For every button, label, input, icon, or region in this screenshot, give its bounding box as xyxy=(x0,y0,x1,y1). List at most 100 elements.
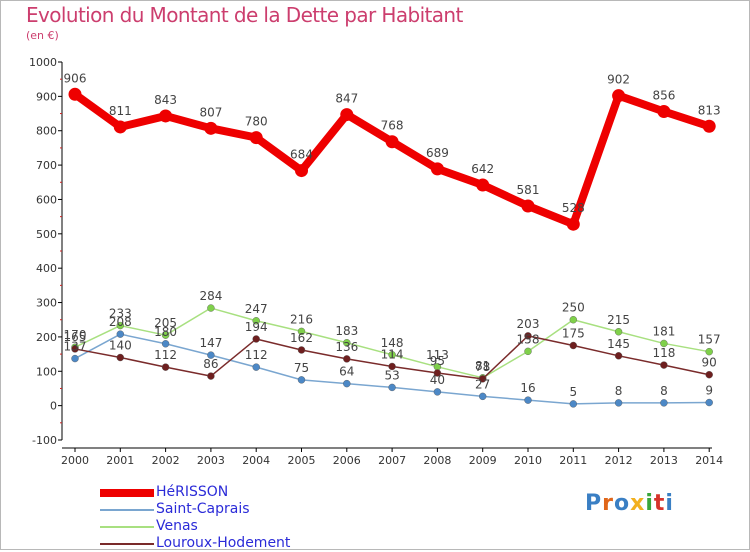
data-point xyxy=(705,371,713,379)
data-point xyxy=(433,388,442,396)
data-label: 170 xyxy=(64,328,87,342)
data-label: 250 xyxy=(562,301,585,315)
x-tick-label: 2009 xyxy=(469,454,497,467)
legend-label: HéRISSON xyxy=(156,484,229,500)
legend-swatch xyxy=(100,542,154,545)
data-label: 247 xyxy=(245,302,268,316)
data-point xyxy=(207,351,215,359)
data-label: 528 xyxy=(562,201,585,215)
y-tick-label: 300 xyxy=(36,297,57,310)
data-label: 233 xyxy=(109,307,132,321)
data-label: 157 xyxy=(698,333,721,347)
data-label: 112 xyxy=(154,348,177,362)
data-label: 906 xyxy=(64,71,87,85)
data-point xyxy=(252,363,260,371)
data-label: 78 xyxy=(475,360,490,374)
data-point xyxy=(207,304,215,312)
data-label: 780 xyxy=(245,115,268,129)
data-point xyxy=(116,321,125,330)
data-label: 8 xyxy=(615,384,623,398)
data-label: 208 xyxy=(109,315,132,329)
x-tick-label: 2001 xyxy=(106,454,134,467)
data-label: 5 xyxy=(569,385,577,399)
data-point xyxy=(705,398,713,407)
data-point xyxy=(340,108,354,122)
data-label: 86 xyxy=(203,357,218,371)
data-label: 113 xyxy=(426,348,449,362)
data-point xyxy=(657,104,671,118)
legend-swatch xyxy=(100,525,154,528)
legend-swatch xyxy=(100,508,154,511)
data-label: 689 xyxy=(426,146,449,160)
y-tick-label: 500 xyxy=(36,228,57,241)
data-point xyxy=(252,335,260,343)
data-label: 27 xyxy=(475,377,490,391)
y-axis-unit-label: (en €) xyxy=(26,29,59,42)
y-tick-label: 0 xyxy=(50,400,57,413)
data-label: 95 xyxy=(430,354,445,368)
x-tick-label: 2008 xyxy=(423,454,451,467)
data-label: 807 xyxy=(199,105,222,119)
data-point xyxy=(388,351,396,359)
data-point xyxy=(343,339,351,347)
data-point xyxy=(297,327,306,336)
data-label: 205 xyxy=(154,316,177,330)
data-point xyxy=(161,340,170,348)
data-point xyxy=(524,332,532,340)
y-tick-label: 900 xyxy=(36,90,57,103)
data-point xyxy=(71,354,79,363)
data-point xyxy=(569,341,577,350)
data-point xyxy=(161,331,170,339)
data-point xyxy=(476,178,490,192)
data-point xyxy=(705,347,713,356)
x-tick-label: 2012 xyxy=(605,454,633,467)
y-tick-label: 1000 xyxy=(29,56,57,69)
x-tick-label: 2005 xyxy=(288,454,316,467)
data-point xyxy=(569,400,577,408)
legend-swatch xyxy=(100,488,154,497)
data-point xyxy=(388,362,396,371)
data-label: 90 xyxy=(702,356,717,370)
data-point xyxy=(159,109,173,123)
data-label: 768 xyxy=(381,119,404,133)
data-point xyxy=(569,316,577,324)
x-tick-label: 2006 xyxy=(333,454,361,467)
data-label: 147 xyxy=(199,336,222,350)
data-point xyxy=(430,162,444,176)
data-point xyxy=(207,372,215,380)
y-tick-label: 400 xyxy=(36,262,57,275)
data-label: 284 xyxy=(199,289,222,303)
data-label: 215 xyxy=(607,313,630,327)
x-tick-label: 2010 xyxy=(514,454,542,467)
data-label: 137 xyxy=(64,340,87,354)
data-point xyxy=(249,131,263,145)
x-tick-label: 2013 xyxy=(650,454,678,467)
data-point xyxy=(614,328,623,336)
data-point xyxy=(297,376,306,384)
data-point xyxy=(660,361,668,369)
data-point xyxy=(660,399,668,407)
data-label: 140 xyxy=(109,339,132,353)
data-label: 81 xyxy=(475,359,490,373)
data-point xyxy=(521,199,535,213)
data-label: 856 xyxy=(652,88,675,102)
data-point xyxy=(433,369,442,377)
data-point xyxy=(479,375,487,383)
data-label: 811 xyxy=(109,104,132,118)
data-label: 203 xyxy=(517,317,540,331)
data-point xyxy=(702,119,716,133)
data-label: 114 xyxy=(381,347,404,361)
data-label: 8 xyxy=(660,384,668,398)
data-point xyxy=(524,347,532,356)
data-point xyxy=(612,89,626,103)
x-tick-label: 2004 xyxy=(242,454,270,467)
data-label: 902 xyxy=(607,73,630,87)
y-tick-label: 800 xyxy=(36,125,57,138)
data-label: 118 xyxy=(652,346,675,360)
data-label: 181 xyxy=(652,324,675,338)
data-label: 813 xyxy=(698,103,721,117)
legend-label: Venas xyxy=(156,518,198,534)
